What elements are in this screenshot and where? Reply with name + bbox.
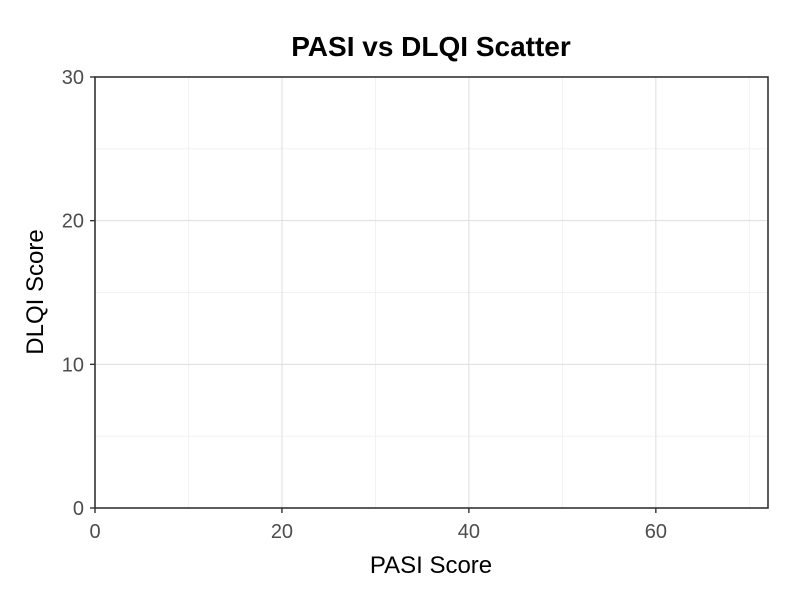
y-tick-label: 20 bbox=[62, 211, 84, 233]
y-tick-label: 30 bbox=[62, 67, 84, 89]
x-tick-label: 0 bbox=[89, 521, 100, 543]
axis-ticks: 0 20 40 60 0 10 20 30 bbox=[62, 67, 667, 543]
plot-panel-border bbox=[94, 76, 769, 509]
y-axis-label: DLQI Score bbox=[22, 229, 49, 354]
y-tick-label: 10 bbox=[62, 354, 84, 376]
chart-title: PASI vs DLQI Scatter bbox=[291, 31, 571, 62]
x-tick-label: 40 bbox=[458, 521, 480, 543]
grid-lines bbox=[95, 77, 768, 508]
x-tick-label: 60 bbox=[645, 521, 667, 543]
y-tick-label: 0 bbox=[73, 498, 84, 520]
x-tick-label: 20 bbox=[271, 521, 293, 543]
x-axis-label: PASI Score bbox=[370, 552, 492, 579]
